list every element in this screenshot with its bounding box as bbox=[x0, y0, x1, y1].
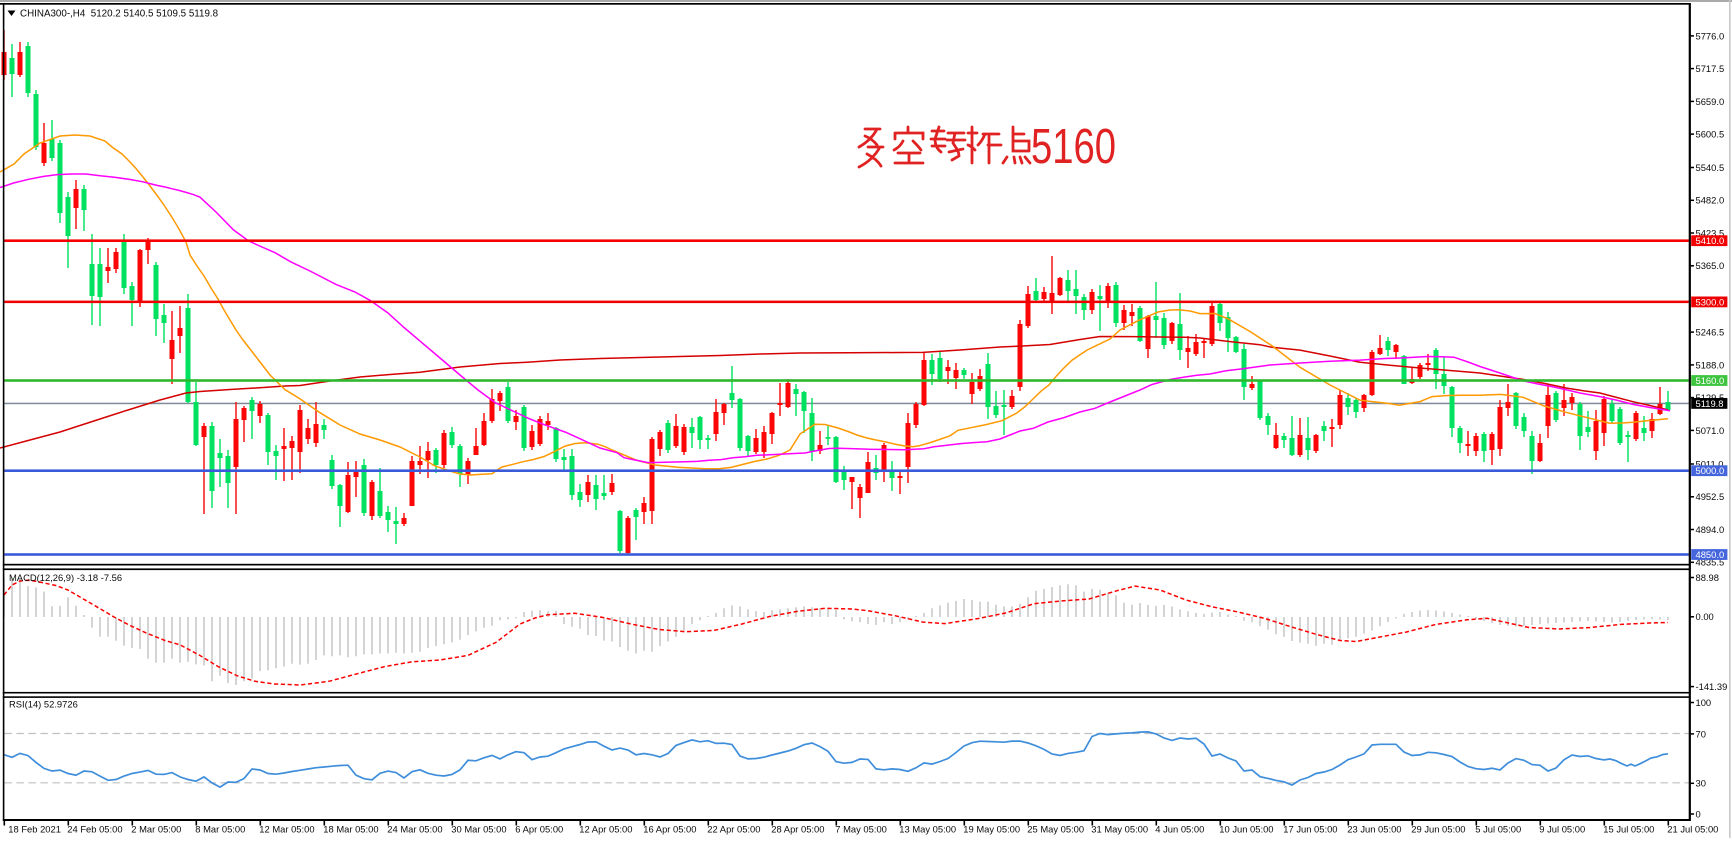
svg-text:21 Jul 05:00: 21 Jul 05:00 bbox=[1667, 824, 1718, 835]
svg-text:5160.0: 5160.0 bbox=[1696, 375, 1725, 386]
svg-text:29 Jun 05:00: 29 Jun 05:00 bbox=[1411, 824, 1465, 835]
svg-text:5119.8: 5119.8 bbox=[1696, 398, 1724, 409]
svg-text:5011.0: 5011.0 bbox=[1696, 458, 1724, 469]
svg-text:0.00: 0.00 bbox=[1696, 611, 1714, 622]
svg-text:18 Feb 2021: 18 Feb 2021 bbox=[8, 824, 61, 835]
svg-text:8 Mar 05:00: 8 Mar 05:00 bbox=[195, 824, 245, 835]
svg-text:0: 0 bbox=[1696, 808, 1701, 819]
svg-text:19 May 05:00: 19 May 05:00 bbox=[963, 824, 1020, 835]
svg-text:30 Mar 05:00: 30 Mar 05:00 bbox=[451, 824, 506, 835]
svg-text:5600.5: 5600.5 bbox=[1696, 129, 1725, 140]
svg-text:100: 100 bbox=[1696, 697, 1712, 708]
svg-text:5188.0: 5188.0 bbox=[1696, 359, 1725, 370]
svg-text:5776.0: 5776.0 bbox=[1696, 30, 1725, 41]
svg-text:5300.0: 5300.0 bbox=[1696, 296, 1725, 307]
svg-text:5160: 5160 bbox=[1031, 120, 1116, 174]
svg-text:5482.0: 5482.0 bbox=[1696, 195, 1725, 206]
svg-text:5717.5: 5717.5 bbox=[1696, 63, 1725, 74]
svg-text:17 Jun 05:00: 17 Jun 05:00 bbox=[1283, 824, 1337, 835]
svg-text:4894.0: 4894.0 bbox=[1696, 524, 1725, 535]
svg-text:7 May 05:00: 7 May 05:00 bbox=[835, 824, 887, 835]
svg-text:88.98: 88.98 bbox=[1696, 572, 1719, 583]
svg-text:5 Jul 05:00: 5 Jul 05:00 bbox=[1475, 824, 1521, 835]
svg-text:4 Jun 05:00: 4 Jun 05:00 bbox=[1155, 824, 1204, 835]
svg-text:24 Feb 05:00: 24 Feb 05:00 bbox=[67, 824, 122, 835]
svg-text:13 May 05:00: 13 May 05:00 bbox=[899, 824, 956, 835]
svg-text:31 May 05:00: 31 May 05:00 bbox=[1091, 824, 1148, 835]
svg-text:28 Apr 05:00: 28 Apr 05:00 bbox=[771, 824, 824, 835]
svg-text:4952.5: 4952.5 bbox=[1696, 491, 1725, 502]
svg-text:10 Jun 05:00: 10 Jun 05:00 bbox=[1219, 824, 1273, 835]
svg-text:-141.39: -141.39 bbox=[1696, 681, 1728, 692]
svg-text:12 Apr 05:00: 12 Apr 05:00 bbox=[579, 824, 632, 835]
svg-text:30: 30 bbox=[1696, 778, 1706, 789]
svg-text:9 Jul 05:00: 9 Jul 05:00 bbox=[1539, 824, 1585, 835]
svg-text:16 Apr 05:00: 16 Apr 05:00 bbox=[643, 824, 696, 835]
svg-text:MACD(12,26,9) -3.18 -7.56: MACD(12,26,9) -3.18 -7.56 bbox=[9, 572, 122, 583]
svg-text:4835.5: 4835.5 bbox=[1696, 557, 1725, 568]
svg-text:22 Apr 05:00: 22 Apr 05:00 bbox=[707, 824, 760, 835]
svg-text:5659.0: 5659.0 bbox=[1696, 96, 1725, 107]
svg-text:24 Mar 05:00: 24 Mar 05:00 bbox=[387, 824, 442, 835]
svg-text:5410.0: 5410.0 bbox=[1696, 235, 1725, 246]
svg-text:2 Mar 05:00: 2 Mar 05:00 bbox=[131, 824, 181, 835]
svg-text:5246.5: 5246.5 bbox=[1696, 327, 1725, 338]
svg-text:12 Mar 05:00: 12 Mar 05:00 bbox=[259, 824, 314, 835]
svg-text:RSI(14) 52.9726: RSI(14) 52.9726 bbox=[9, 699, 78, 710]
svg-text:5071.0: 5071.0 bbox=[1696, 425, 1725, 436]
svg-text:15 Jul 05:00: 15 Jul 05:00 bbox=[1603, 824, 1654, 835]
svg-text:5365.0: 5365.0 bbox=[1696, 260, 1725, 271]
svg-text:23 Jun 05:00: 23 Jun 05:00 bbox=[1347, 824, 1401, 835]
svg-text:CHINA300-,H4 5120.2 5140.5 51: CHINA300-,H4 5120.2 5140.5 5109.5 5119.8 bbox=[20, 9, 219, 20]
svg-text:4850.0: 4850.0 bbox=[1696, 549, 1725, 560]
svg-text:6 Apr 05:00: 6 Apr 05:00 bbox=[515, 824, 563, 835]
svg-text:25 May 05:00: 25 May 05:00 bbox=[1027, 824, 1084, 835]
svg-text:18 Mar 05:00: 18 Mar 05:00 bbox=[323, 824, 378, 835]
svg-text:5000.0: 5000.0 bbox=[1696, 465, 1725, 476]
svg-text:70: 70 bbox=[1696, 728, 1706, 739]
svg-text:5540.5: 5540.5 bbox=[1696, 162, 1725, 173]
svg-text:5129.5: 5129.5 bbox=[1696, 392, 1725, 403]
svg-text:5423.5: 5423.5 bbox=[1696, 227, 1725, 238]
